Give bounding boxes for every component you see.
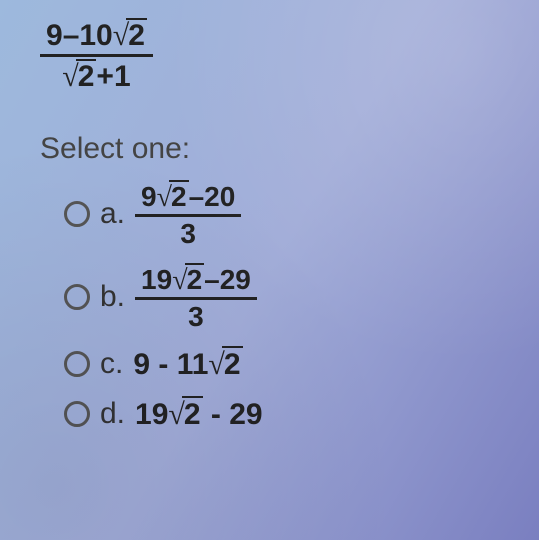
od-op: - bbox=[203, 398, 230, 431]
sqrt-icon: √2 bbox=[113, 18, 147, 52]
question-expression: 9–10√2 √2+1 bbox=[40, 18, 511, 92]
question-numerator: 9–10√2 bbox=[40, 18, 153, 57]
oa-b: 20 bbox=[204, 181, 235, 212]
ob-sqrt: 2 bbox=[185, 263, 205, 294]
den-sqrt-arg: 2 bbox=[76, 59, 97, 93]
option-b-numerator: 19√2–29 bbox=[135, 263, 257, 300]
sqrt-icon: √2 bbox=[168, 396, 202, 432]
option-b-denominator: 3 bbox=[135, 300, 257, 331]
option-d[interactable]: d. 19√2 - 29 bbox=[64, 396, 511, 432]
option-c-expression: 9 - 11√2 bbox=[133, 346, 242, 382]
od-b: 29 bbox=[229, 398, 262, 431]
option-a[interactable]: a. 9√2–20 3 bbox=[64, 180, 511, 249]
ob-sep: – bbox=[204, 264, 220, 295]
question-block: 9–10√2 √2+1 Select one: a. 9√2–20 3 b. bbox=[0, 0, 539, 432]
option-a-numerator: 9√2–20 bbox=[135, 180, 241, 217]
oa-sqrt: 2 bbox=[169, 180, 189, 211]
options-list: a. 9√2–20 3 b. 19√2–29 3 c. bbox=[40, 180, 511, 432]
option-c[interactable]: c. 9 - 11√2 bbox=[64, 346, 511, 382]
radio-icon[interactable] bbox=[64, 351, 90, 377]
den-c: 1 bbox=[114, 60, 131, 93]
option-b[interactable]: b. 19√2–29 3 bbox=[64, 263, 511, 332]
option-d-expression: 19√2 - 29 bbox=[135, 396, 263, 432]
option-letter: c. bbox=[100, 347, 123, 381]
option-b-fraction: 19√2–29 3 bbox=[135, 263, 257, 332]
oa-sep: – bbox=[189, 181, 205, 212]
ob-b: 29 bbox=[220, 264, 251, 295]
den-op: + bbox=[96, 60, 114, 93]
oc-a: 9 bbox=[133, 348, 150, 381]
ob-a: 19 bbox=[141, 264, 172, 295]
question-denominator: √2+1 bbox=[40, 57, 153, 93]
radio-icon[interactable] bbox=[64, 284, 90, 310]
radio-icon[interactable] bbox=[64, 201, 90, 227]
num-sqrt-arg: 2 bbox=[126, 18, 147, 52]
od-a: 19 bbox=[135, 398, 168, 431]
oa-a: 9 bbox=[141, 181, 157, 212]
sqrt-icon: √2 bbox=[62, 59, 96, 93]
question-fraction: 9–10√2 √2+1 bbox=[40, 18, 153, 92]
sqrt-icon: √2 bbox=[172, 263, 204, 295]
num-a: 9 bbox=[46, 19, 63, 52]
option-a-fraction: 9√2–20 3 bbox=[135, 180, 241, 249]
oc-sqrt: 2 bbox=[222, 346, 243, 382]
select-one-label: Select one: bbox=[40, 132, 511, 166]
num-sep: – bbox=[63, 19, 80, 52]
oc-b: 11 bbox=[177, 348, 209, 381]
oc-op: - bbox=[150, 348, 177, 381]
option-letter: d. bbox=[100, 397, 125, 431]
option-a-denominator: 3 bbox=[135, 217, 241, 248]
sqrt-icon: √2 bbox=[157, 180, 189, 212]
option-letter: b. bbox=[100, 280, 125, 314]
option-letter: a. bbox=[100, 197, 125, 231]
radio-icon[interactable] bbox=[64, 401, 90, 427]
od-sqrt: 2 bbox=[182, 396, 203, 432]
num-b: 10 bbox=[79, 19, 112, 52]
sqrt-icon: √2 bbox=[208, 346, 242, 382]
